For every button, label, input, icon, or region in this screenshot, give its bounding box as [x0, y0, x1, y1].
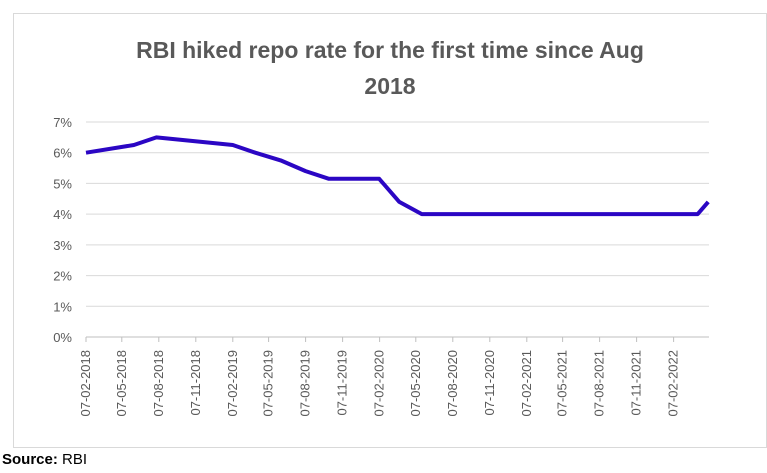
y-tick-label: 6%	[53, 146, 72, 161]
x-tick-label: 07-05-2018	[114, 350, 129, 417]
source-value: RBI	[62, 451, 88, 468]
x-tick-label: 07-02-2021	[519, 350, 534, 417]
x-tick-label: 07-08-2021	[592, 350, 607, 417]
chart-title-line-1: RBI hiked repo rate for the first time s…	[136, 37, 644, 63]
source-note: Source: RBI	[2, 451, 87, 468]
series-line-repo-rate	[85, 135, 710, 217]
x-tick-label: 07-05-2020	[408, 350, 423, 417]
x-tick-label: 07-05-2021	[555, 350, 570, 417]
x-tick-label: 07-02-2022	[666, 350, 681, 417]
y-tick-label: 0%	[53, 330, 72, 345]
x-tick-label: 07-11-2019	[335, 350, 350, 416]
x-tick-label: 07-08-2019	[298, 350, 313, 417]
chart-frame	[13, 13, 767, 448]
x-tick-label: 07-08-2020	[445, 350, 460, 417]
x-tick-label: 07-02-2020	[372, 350, 387, 417]
y-tick-label: 4%	[53, 207, 72, 222]
y-tick-label: 1%	[53, 299, 72, 314]
y-tick-label: 7%	[53, 115, 72, 130]
x-tick-label: 07-08-2018	[151, 350, 166, 417]
x-tick-label: 07-02-2019	[225, 350, 240, 417]
x-tick-label: 07-11-2020	[482, 350, 497, 416]
chart-title-line-2: 2018	[364, 73, 416, 99]
y-tick-label: 5%	[53, 176, 72, 191]
y-tick-label: 3%	[53, 238, 72, 253]
y-tick-label: 2%	[53, 269, 72, 284]
x-tick-label: 07-11-2018	[188, 350, 203, 416]
x-tick-label: 07-11-2021	[629, 350, 644, 416]
chart-title: RBI hiked repo rate for the first time s…	[13, 32, 767, 104]
x-tick-label: 07-05-2019	[261, 350, 276, 417]
source-label: Source:	[2, 451, 58, 468]
x-tick-label: 07-02-2018	[78, 350, 93, 417]
